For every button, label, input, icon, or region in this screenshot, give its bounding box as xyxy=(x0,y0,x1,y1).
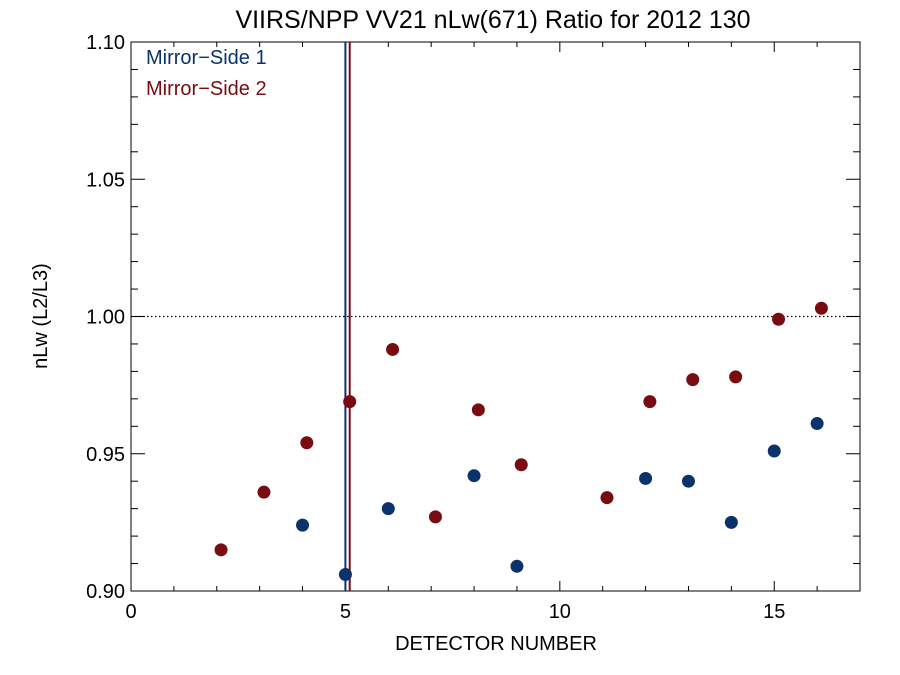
y-tick-label: 1.05 xyxy=(86,169,125,191)
axis-tick-labels: 0 5 10 15 0.90 0.95 1.00 1.05 1.10 xyxy=(86,32,785,623)
data-points xyxy=(214,301,828,582)
point-series-2 xyxy=(300,436,314,450)
mirror-side-lines xyxy=(344,42,351,591)
point-series-2 xyxy=(514,458,528,472)
x-tick-label: 15 xyxy=(763,601,785,623)
chart-title: VIIRS/NPP VV21 nLw(671) Ratio for 2012 1… xyxy=(235,6,750,34)
point-series-2 xyxy=(386,342,400,356)
point-series-1 xyxy=(767,444,781,458)
point-series-2 xyxy=(428,510,442,524)
legend-label-series-1: Mirror−Side 1 xyxy=(146,47,267,69)
y-tick-label: 0.95 xyxy=(86,444,125,466)
legend: Mirror−Side 1 Mirror−Side 2 xyxy=(146,47,267,100)
point-series-2 xyxy=(343,395,357,409)
point-series-2 xyxy=(643,395,657,409)
point-series-1 xyxy=(296,518,310,532)
legend-label-series-2: Mirror−Side 2 xyxy=(146,78,267,100)
x-tick-label: 10 xyxy=(549,601,571,623)
point-series-1 xyxy=(467,469,481,483)
x-tick-label: 0 xyxy=(125,601,136,623)
x-tick-label: 5 xyxy=(340,601,351,623)
point-series-2 xyxy=(686,373,700,387)
point-series-2 xyxy=(471,403,485,417)
point-series-2 xyxy=(600,491,614,505)
point-series-1 xyxy=(510,559,524,573)
y-tick-label: 1.00 xyxy=(86,307,125,329)
point-series-1 xyxy=(810,417,824,431)
point-series-2 xyxy=(214,543,228,557)
point-series-2 xyxy=(814,301,828,315)
point-series-1 xyxy=(724,515,738,529)
point-series-1 xyxy=(338,568,352,582)
point-series-1 xyxy=(681,474,695,488)
point-series-1 xyxy=(381,502,395,516)
x-axis-title: DETECTOR NUMBER xyxy=(395,633,597,655)
point-series-1 xyxy=(639,471,653,485)
point-series-2 xyxy=(772,312,786,326)
y-axis-title: nLw (L2/L3) xyxy=(30,263,52,369)
point-series-2 xyxy=(729,370,743,384)
y-tick-label: 1.10 xyxy=(86,32,125,54)
point-series-2 xyxy=(257,485,271,499)
y-tick-label: 0.90 xyxy=(86,581,125,603)
